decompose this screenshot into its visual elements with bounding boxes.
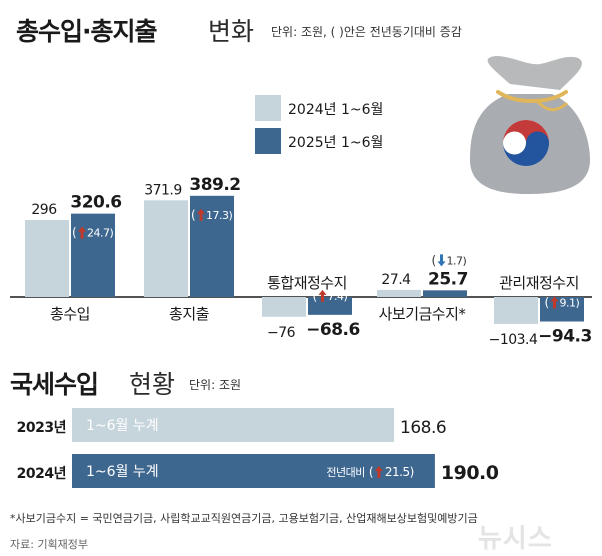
value-label-4-0: −103.4 <box>489 332 538 348</box>
change-badge-2-arrow <box>318 289 327 302</box>
unit-note: 단위: 조원, ( )안은 전년동기대비 증감 <box>271 25 462 39</box>
change-badge-1-open: ( <box>191 208 195 222</box>
chart-title-suffix: 변화 <box>208 17 255 46</box>
bar-3-0 <box>377 289 421 297</box>
category-label-1: 총지출 <box>169 305 209 323</box>
legend-swatch-0 <box>255 95 281 121</box>
legend-label-0: 2024년 1~6월 <box>288 102 383 118</box>
value-label-3-1: 25.7 <box>428 269 468 289</box>
hbar-1 <box>72 454 435 488</box>
change-badge-2-open: ( <box>313 289 317 303</box>
hbar-change-value: 21.5) <box>385 465 414 479</box>
section2-unit-note: 단위: 조원 <box>189 378 242 392</box>
bar-2-1 <box>308 297 352 315</box>
change-badge-1-value: 17.3) <box>206 209 232 222</box>
legend-swatch-1 <box>255 128 281 154</box>
watermark: 뉴시스 <box>478 524 553 554</box>
change-badge-3-open: ( <box>432 253 436 267</box>
section2-title-suffix: 현황 <box>129 370 176 399</box>
source: 자료: 기획재정부 <box>10 538 89 551</box>
hbar-value-0: 168.6 <box>400 418 446 438</box>
footnote: *사보기금수지 = 국민연금기금, 사립학교교직원연금기금, 고용보험기금, 산… <box>10 512 478 525</box>
change-badge-0-arrow <box>78 226 86 239</box>
value-label-2-1: −68.6 <box>306 320 360 340</box>
hbar-year-0: 2023년 <box>17 420 66 436</box>
change-badge-1-arrow <box>197 208 205 221</box>
money-bag-taegeuk-icon <box>470 56 590 194</box>
bar-4-1 <box>540 297 584 322</box>
bar-1-1 <box>190 195 234 297</box>
category-label-3: 사보기금수지* <box>379 305 467 323</box>
hbar-change-open: ( <box>369 465 373 479</box>
hbar-label-0: 1~6월 누계 <box>86 418 159 434</box>
change-badge-4-value: 9.1) <box>560 297 580 310</box>
change-badge-0-value: 24.7) <box>87 227 113 240</box>
hbar-0 <box>72 408 395 442</box>
hbar-change-arrow <box>374 466 383 478</box>
change-badge-2-value: 7.4) <box>328 290 348 303</box>
legend-label-1: 2025년 1~6월 <box>288 135 383 151</box>
hbar-change-prefix: 전년대비 <box>326 466 364 479</box>
category-label-4: 관리재정수지 <box>499 274 579 292</box>
bar-0-1 <box>71 213 115 297</box>
hbar-value-1: 190.0 <box>441 462 499 484</box>
hbar-label-1: 1~6월 누계 <box>86 464 159 480</box>
change-badge-3-value: 1.7) <box>447 254 467 267</box>
bar-1-0 <box>144 200 188 297</box>
value-label-1-1: 389.2 <box>189 175 240 195</box>
value-label-1-0: 371.9 <box>144 182 182 198</box>
value-label-3-0: 27.4 <box>381 272 411 288</box>
change-badge-4-arrow <box>550 296 559 309</box>
section2-title: 국세수입 <box>10 370 99 399</box>
hbar-year-1: 2024년 <box>17 466 66 482</box>
change-badge-0-open: ( <box>72 226 76 240</box>
category-label-0: 총수입 <box>50 305 90 323</box>
category-label-2: 통합재정수지 <box>267 274 347 292</box>
value-label-4-1: −94.3 <box>538 327 592 347</box>
change-badge-4-open: ( <box>545 296 549 310</box>
value-label-0-0: 296 <box>31 202 57 218</box>
value-label-2-0: −76 <box>267 325 296 341</box>
change-badge-3-arrow <box>437 254 446 267</box>
chart-title: 총수입·총지출 <box>16 17 157 46</box>
bar-3-1 <box>423 290 467 297</box>
bar-4-0 <box>494 297 538 324</box>
bar-2-0 <box>262 297 306 317</box>
value-label-0-1: 320.6 <box>70 193 121 213</box>
bar-0-0 <box>25 220 69 297</box>
